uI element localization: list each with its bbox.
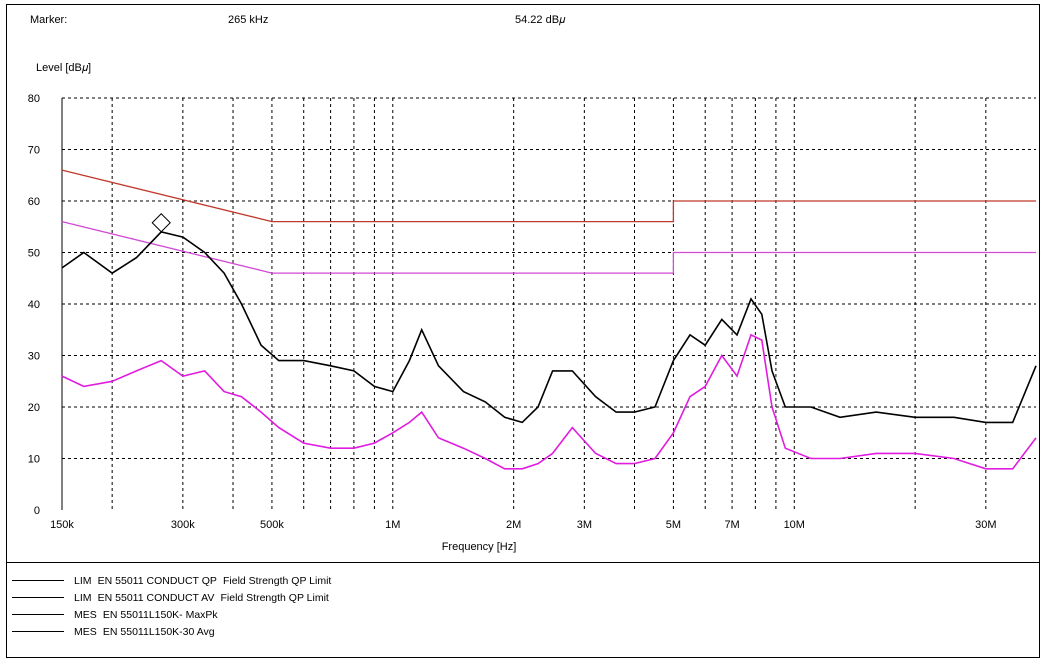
legend: LIM EN 55011 CONDUCT QP Field Strength Q… (12, 572, 331, 640)
y-tick-label: 20 (28, 402, 40, 414)
legend-line (12, 614, 64, 615)
y-tick-label: 40 (28, 299, 40, 311)
x-tick-label: 30M (975, 519, 996, 531)
legend-desc: Field Strength QP Limit (220, 592, 328, 604)
legend-line (12, 597, 64, 598)
legend-prefix: MES (74, 609, 97, 621)
legend-line (12, 580, 64, 581)
series-line-2 (62, 222, 1036, 274)
y-tick-label: 60 (28, 196, 40, 208)
y-tick-label: 70 (28, 145, 40, 157)
y-tick-label: 0 (34, 505, 40, 517)
x-tick-label: 150k (50, 519, 74, 531)
y-tick-label: 10 (28, 454, 40, 466)
series-line-4 (62, 335, 1036, 469)
x-tick-label: 300k (171, 519, 195, 531)
legend-item-qp-limit: LIM EN 55011 CONDUCT QP Field Strength Q… (12, 572, 331, 589)
series-line-3 (62, 232, 1036, 423)
legend-desc: Field Strength QP Limit (223, 575, 331, 587)
legend-item-avg: MES EN 55011L150K-30 Avg (12, 623, 331, 640)
y-tick-label: 80 (28, 93, 40, 105)
x-axis-label: Frequency [Hz] (442, 541, 517, 553)
marker-diamond-icon (152, 214, 170, 232)
legend-item-maxpk: MES EN 55011L150K- MaxPk (12, 606, 331, 623)
y-tick-label: 30 (28, 351, 40, 363)
x-tick-label: 10M (784, 519, 805, 531)
x-tick-label: 1M (385, 519, 400, 531)
x-tick-label: 3M (577, 519, 592, 531)
legend-prefix: LIM (74, 592, 92, 604)
legend-prefix: LIM (74, 575, 92, 587)
x-tick-label: 7M (724, 519, 739, 531)
legend-prefix: MES (74, 626, 97, 638)
legend-name: EN 55011 CONDUCT AV (98, 592, 215, 604)
legend-divider (6, 562, 1040, 563)
legend-name: EN 55011 CONDUCT QP (98, 575, 217, 587)
x-tick-label: 5M (666, 519, 681, 531)
x-tick-label: 2M (506, 519, 521, 531)
series-line-1 (62, 170, 1036, 222)
x-tick-label: 500k (260, 519, 284, 531)
legend-item-av-limit: LIM EN 55011 CONDUCT AV Field Strength Q… (12, 589, 331, 606)
legend-line (12, 631, 64, 632)
y-tick-label: 50 (28, 248, 40, 260)
legend-name: EN 55011L150K- MaxPk (103, 609, 218, 621)
legend-name: EN 55011L150K-30 Avg (103, 626, 215, 638)
